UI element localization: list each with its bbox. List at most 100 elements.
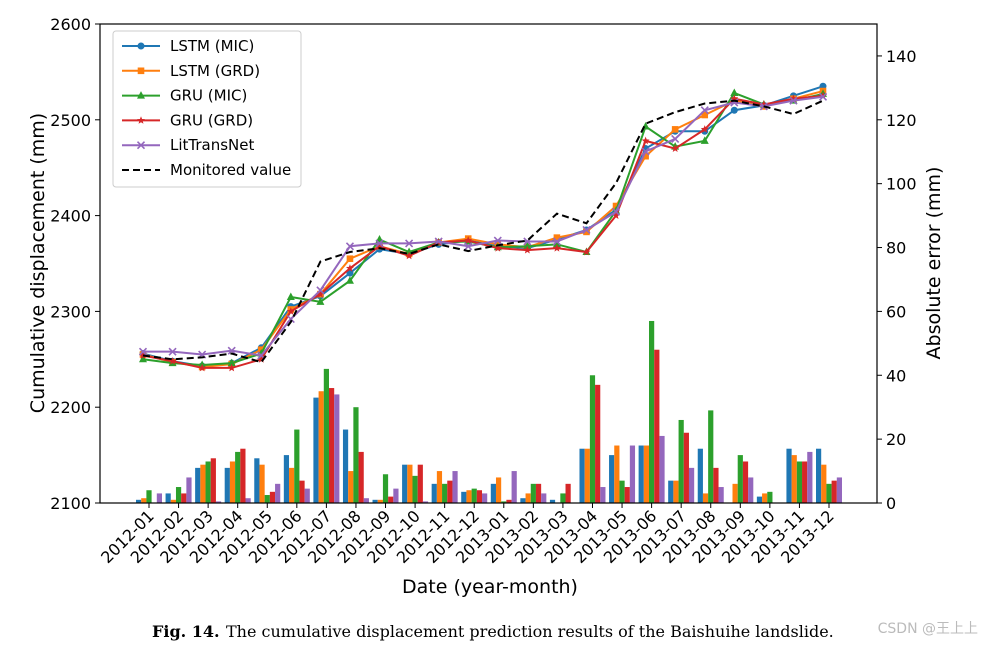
marker (286, 292, 295, 301)
marker (138, 347, 148, 356)
error-bar (165, 493, 171, 503)
error-bar (609, 455, 615, 503)
marker (136, 141, 146, 150)
legend-label: LitTransNet (170, 136, 254, 154)
y-tick-label: 2500 (50, 111, 91, 130)
marker (286, 307, 295, 315)
marker (612, 202, 620, 210)
marker (582, 225, 591, 235)
error-bar (235, 451, 241, 503)
marker (405, 239, 414, 248)
error-bar (442, 483, 448, 503)
error-bar (431, 483, 437, 503)
error-bar (342, 429, 349, 503)
y-tick-label: 2300 (50, 302, 91, 321)
error-bar (461, 491, 467, 503)
error-bar (796, 461, 803, 503)
y2-tick-label: 120 (886, 111, 917, 130)
error-bar (156, 493, 162, 503)
marker (612, 211, 621, 219)
error-bar (269, 491, 276, 503)
x-axis-label: Date (year-month) (402, 576, 578, 598)
marker (819, 91, 827, 100)
error-bar (624, 487, 630, 503)
error-bar (541, 493, 547, 503)
marker (641, 136, 650, 145)
error-bar (358, 451, 364, 503)
marker (345, 264, 354, 272)
error-bar (831, 480, 837, 503)
error-bar (205, 461, 211, 503)
error-bar (643, 445, 650, 503)
marker (730, 106, 738, 114)
error-bar (525, 493, 531, 503)
error-bar (323, 368, 329, 503)
error-bar (683, 432, 689, 503)
error-bar (584, 448, 590, 503)
marker (642, 152, 649, 160)
marker (405, 251, 414, 260)
marker (818, 92, 828, 101)
error-bar (313, 397, 319, 503)
y2-tick-label: 0 (886, 494, 896, 513)
error-bar (826, 483, 832, 503)
y-tick-label: 2200 (50, 398, 91, 417)
error-bar (294, 429, 300, 503)
error-bar (229, 461, 236, 503)
error-bar (708, 410, 714, 503)
marker (552, 243, 561, 252)
error-bar (649, 320, 655, 503)
error-bar (560, 493, 566, 503)
marker (316, 297, 325, 305)
marker (346, 269, 354, 277)
marker (671, 144, 680, 152)
error-bar (748, 477, 754, 503)
marker (671, 134, 680, 144)
error-bar (334, 394, 340, 503)
error-bar (506, 499, 512, 503)
error-bar (816, 448, 822, 503)
error-bar (629, 445, 636, 503)
marker (346, 255, 354, 263)
error-bar (807, 451, 813, 503)
error-bar (215, 501, 222, 503)
error-bar (482, 493, 488, 503)
legend-label: GRU (MIC) (170, 87, 247, 105)
error-bar (595, 384, 601, 503)
legend: LSTM (MIC) LSTM (GRD) GRU (MIC) GRU (GRD) Li… (112, 30, 302, 188)
marker (464, 236, 473, 244)
error-bar (654, 349, 660, 503)
error-bar (377, 499, 383, 503)
error-bar (372, 499, 378, 503)
marker (552, 237, 561, 246)
error-bar (614, 445, 620, 503)
marker (611, 207, 621, 216)
error-bar (786, 448, 792, 503)
error-bar (673, 480, 679, 503)
marker (375, 239, 384, 248)
error-bar (476, 490, 483, 503)
marker (493, 243, 502, 252)
y-tick-label: 2100 (50, 494, 91, 513)
marker (641, 147, 650, 156)
marker (257, 355, 266, 363)
error-bar (511, 471, 517, 503)
y2-tick-label: 40 (886, 366, 906, 385)
marker (227, 346, 236, 355)
marker (730, 88, 739, 96)
y2-tick-label: 140 (886, 47, 917, 66)
error-bar (737, 455, 743, 503)
marker (168, 357, 177, 365)
error-bar (417, 464, 423, 503)
legend-label: LSTM (MIC) (170, 37, 254, 55)
error-bar (678, 419, 684, 503)
error-bar (520, 498, 526, 503)
error-bar (304, 488, 310, 503)
error-bar (393, 488, 399, 503)
error-bar (175, 487, 182, 503)
marker (434, 237, 443, 246)
marker (553, 234, 561, 241)
marker (375, 242, 384, 250)
error-bar (412, 475, 418, 503)
error-bar (407, 464, 413, 503)
